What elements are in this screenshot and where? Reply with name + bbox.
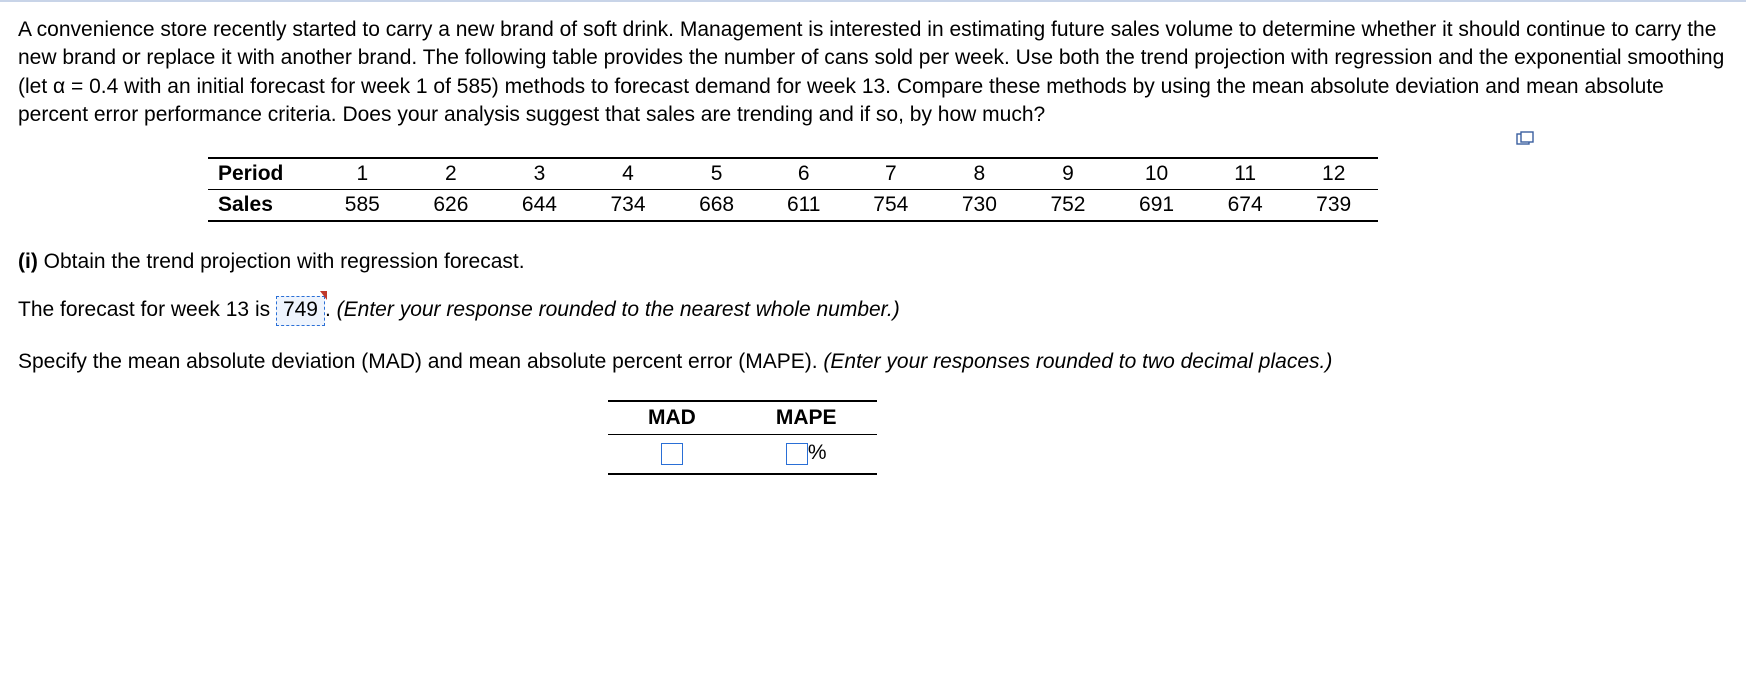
period-cell: 12: [1289, 158, 1378, 190]
data-table-container: Period 1 2 3 4 5 6 7 8 9 10 11 12 Sales …: [18, 157, 1728, 222]
mad-cell: [608, 435, 736, 475]
mad-header: MAD: [608, 401, 736, 435]
forecast-post-italic: (Enter your response rounded to the near…: [337, 298, 900, 321]
period-cell: 10: [1112, 158, 1201, 190]
table-row-sales: Sales 585 626 644 734 668 611 754 730 75…: [208, 190, 1378, 222]
period-cell: 1: [318, 158, 407, 190]
sales-cell: 752: [1024, 190, 1113, 222]
period-cell: 5: [672, 158, 761, 190]
mape-percent-label: %: [808, 441, 827, 464]
part-i-bold: (i): [18, 250, 38, 273]
mape-header: MAPE: [736, 401, 877, 435]
period-cell: 6: [761, 158, 847, 190]
period-cell: 7: [847, 158, 936, 190]
sales-cell: 626: [407, 190, 496, 222]
mad-mape-container: MAD MAPE %: [608, 400, 1728, 475]
forecast-value: 749: [283, 298, 318, 321]
sales-cell: 585: [318, 190, 407, 222]
sales-cell: 691: [1112, 190, 1201, 222]
sales-cell: 734: [584, 190, 673, 222]
forecast-pre: The forecast for week 13 is: [18, 298, 276, 321]
forecast-sentence: The forecast for week 13 is 749. (Enter …: [18, 296, 1728, 326]
period-cell: 3: [495, 158, 584, 190]
sales-cell: 739: [1289, 190, 1378, 222]
question-body: A convenience store recently started to …: [0, 2, 1746, 493]
sales-cell: 730: [935, 190, 1024, 222]
mape-input[interactable]: [786, 443, 808, 465]
sales-cell: 611: [761, 190, 847, 222]
sales-data-table: Period 1 2 3 4 5 6 7 8 9 10 11 12 Sales …: [208, 157, 1378, 222]
specify-plain: Specify the mean absolute deviation (MAD…: [18, 350, 823, 373]
period-cell: 9: [1024, 158, 1113, 190]
period-cell: 4: [584, 158, 673, 190]
forecast-answer-input[interactable]: 749: [276, 296, 325, 326]
period-cell: 11: [1201, 158, 1290, 190]
period-cell: 8: [935, 158, 1024, 190]
fullscreen-icon[interactable]: [1516, 131, 1534, 149]
row-label-sales: Sales: [208, 190, 318, 222]
forecast-post-plain: .: [325, 298, 337, 321]
sales-cell: 644: [495, 190, 584, 222]
period-cell: 2: [407, 158, 496, 190]
sales-cell: 668: [672, 190, 761, 222]
row-label-period: Period: [208, 158, 318, 190]
specify-italic: (Enter your responses rounded to two dec…: [823, 350, 1332, 373]
sales-cell: 754: [847, 190, 936, 222]
prompt-paragraph: A convenience store recently started to …: [18, 16, 1728, 129]
flag-corner-icon: [320, 291, 327, 300]
part-i-label: (i) Obtain the trend projection with reg…: [18, 250, 1728, 274]
table-row-period: Period 1 2 3 4 5 6 7 8 9 10 11 12: [208, 158, 1378, 190]
specify-sentence: Specify the mean absolute deviation (MAD…: [18, 350, 1728, 374]
mape-cell: %: [736, 435, 877, 475]
mad-input[interactable]: [661, 443, 683, 465]
mad-mape-table: MAD MAPE %: [608, 400, 877, 475]
sales-cell: 674: [1201, 190, 1290, 222]
part-i-text: Obtain the trend projection with regress…: [38, 250, 525, 273]
